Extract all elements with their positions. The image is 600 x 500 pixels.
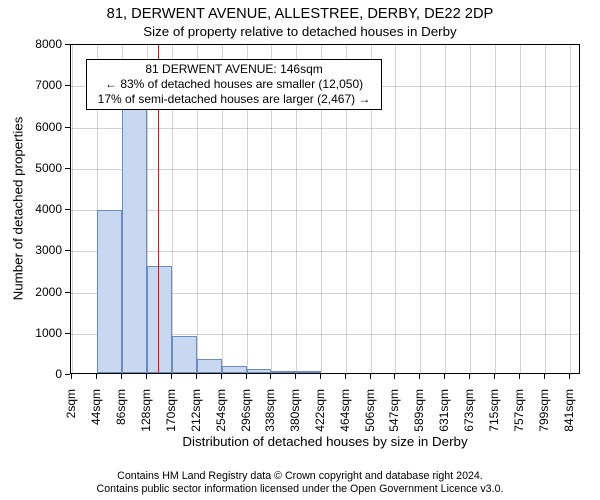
x-tick-mark [370, 374, 371, 379]
grid-line-vertical [570, 45, 571, 375]
y-tick-label: 6000 [0, 120, 62, 134]
grid-line-vertical [72, 45, 73, 375]
y-tick-mark [65, 374, 70, 375]
grid-line-vertical [420, 45, 421, 375]
attribution-text: Contains HM Land Registry data © Crown c… [0, 470, 600, 496]
histogram-bar [197, 359, 222, 373]
chart-container: 81, DERWENT AVENUE, ALLESTREE, DERBY, DE… [0, 0, 600, 500]
annotation-box: 81 DERWENT AVENUE: 146sqm← 83% of detach… [86, 59, 383, 110]
y-tick-label: 5000 [0, 161, 62, 175]
x-tick-mark [221, 374, 222, 379]
x-tick-label: 715sqm [487, 389, 501, 449]
grid-line-vertical [545, 45, 546, 375]
y-tick-mark [65, 333, 70, 334]
attribution-line2: Contains public sector information licen… [0, 483, 600, 496]
x-tick-mark [121, 374, 122, 379]
y-tick-label: 0 [0, 367, 62, 381]
x-tick-mark [569, 374, 570, 379]
y-tick-mark [65, 85, 70, 86]
histogram-bar [247, 369, 272, 373]
x-tick-label: 673sqm [462, 389, 476, 449]
histogram-bar [296, 371, 321, 373]
histogram-bar [222, 366, 247, 373]
y-tick-label: 7000 [0, 78, 62, 92]
x-tick-mark [394, 374, 395, 379]
x-tick-label: 799sqm [537, 389, 551, 449]
y-tick-mark [65, 209, 70, 210]
x-tick-label: 338sqm [263, 389, 277, 449]
x-tick-label: 128sqm [139, 389, 153, 449]
y-tick-mark [65, 168, 70, 169]
x-tick-mark [270, 374, 271, 379]
x-tick-mark [71, 374, 72, 379]
x-tick-label: 547sqm [387, 389, 401, 449]
x-tick-mark [345, 374, 346, 379]
x-tick-label: 757sqm [512, 389, 526, 449]
histogram-bar [97, 210, 122, 373]
histogram-bar [172, 336, 197, 373]
x-tick-mark [246, 374, 247, 379]
x-tick-label: 422sqm [313, 389, 327, 449]
x-tick-label: 86sqm [114, 389, 128, 449]
x-tick-label: 44sqm [89, 389, 103, 449]
histogram-bar [122, 97, 147, 373]
x-tick-mark [146, 374, 147, 379]
y-tick-mark [65, 250, 70, 251]
x-tick-label: 296sqm [239, 389, 253, 449]
annotation-line2: ← 83% of detached houses are smaller (12… [91, 77, 378, 92]
x-tick-label: 464sqm [338, 389, 352, 449]
grid-line-vertical [495, 45, 496, 375]
grid-line-vertical [520, 45, 521, 375]
x-tick-mark [320, 374, 321, 379]
x-tick-mark [444, 374, 445, 379]
x-tick-label: 841sqm [562, 389, 576, 449]
x-tick-mark [171, 374, 172, 379]
y-tick-label: 3000 [0, 243, 62, 257]
x-tick-mark [494, 374, 495, 379]
x-tick-mark [295, 374, 296, 379]
x-tick-mark [96, 374, 97, 379]
x-tick-mark [469, 374, 470, 379]
x-tick-mark [544, 374, 545, 379]
y-tick-mark [65, 127, 70, 128]
y-tick-label: 4000 [0, 202, 62, 216]
y-tick-label: 2000 [0, 285, 62, 299]
chart-title-line2: Size of property relative to detached ho… [0, 24, 600, 39]
x-tick-mark [519, 374, 520, 379]
annotation-line3: 17% of semi-detached houses are larger (… [91, 92, 378, 107]
histogram-bar [147, 266, 172, 373]
x-tick-label: 254sqm [214, 389, 228, 449]
y-tick-mark [65, 292, 70, 293]
y-tick-label: 1000 [0, 326, 62, 340]
y-tick-label: 8000 [0, 37, 62, 51]
x-tick-mark [196, 374, 197, 379]
x-tick-label: 212sqm [189, 389, 203, 449]
plot-area: 81 DERWENT AVENUE: 146sqm← 83% of detach… [70, 44, 580, 374]
grid-line-vertical [470, 45, 471, 375]
x-tick-label: 380sqm [288, 389, 302, 449]
x-tick-mark [419, 374, 420, 379]
grid-line-vertical [445, 45, 446, 375]
y-tick-mark [65, 44, 70, 45]
x-tick-label: 2sqm [64, 389, 78, 449]
x-tick-label: 589sqm [412, 389, 426, 449]
histogram-bar [271, 371, 296, 373]
annotation-line1: 81 DERWENT AVENUE: 146sqm [91, 62, 378, 77]
x-tick-label: 506sqm [363, 389, 377, 449]
x-tick-label: 631sqm [437, 389, 451, 449]
attribution-line1: Contains HM Land Registry data © Crown c… [0, 470, 600, 483]
x-tick-label: 170sqm [164, 389, 178, 449]
chart-title-line1: 81, DERWENT AVENUE, ALLESTREE, DERBY, DE… [0, 6, 600, 22]
grid-line-vertical [395, 45, 396, 375]
